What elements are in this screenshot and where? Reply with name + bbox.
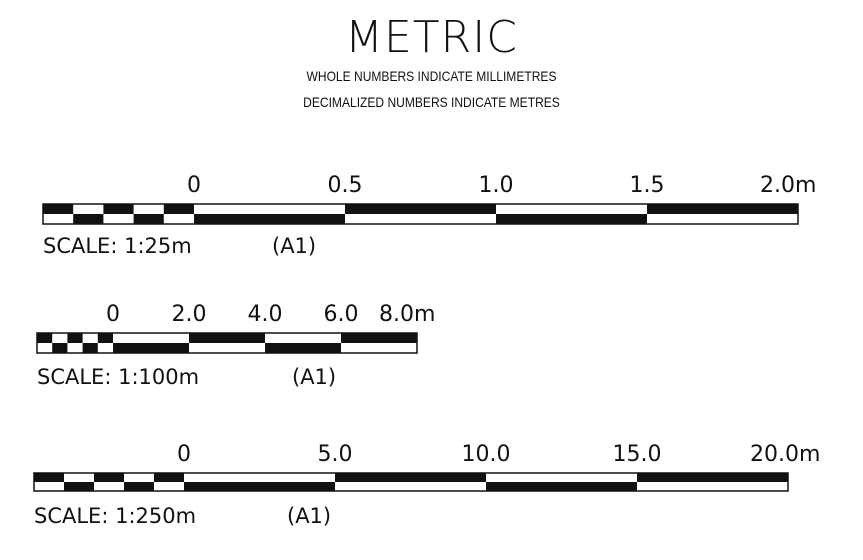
scale-subdivision-block	[64, 482, 94, 491]
title: METRIC	[345, 12, 518, 63]
scale-subdivision-block	[163, 204, 194, 214]
scale-tick-label: 0	[187, 173, 201, 198]
scale-subdivision-block	[43, 204, 74, 214]
subtitle-millimetres: WHOLE NUMBERS INDICATE MILLIMETRES	[306, 68, 557, 84]
scale-subdivision-block	[37, 333, 53, 343]
scale-segment	[113, 343, 189, 353]
scale-segment	[647, 204, 798, 214]
scale-tick-label: 6.0	[324, 302, 359, 327]
scale-subdivision-block	[67, 333, 83, 343]
scale-segment	[265, 343, 341, 353]
scale-tick-label: 0	[106, 302, 120, 327]
scale-tick-label: 2.0m	[760, 173, 816, 198]
scale-subdivision-block	[124, 482, 154, 491]
scale-segment	[637, 473, 788, 482]
scale-segment	[194, 214, 345, 224]
scale-tick-label: 0	[177, 442, 191, 467]
scale-subdivision-block	[103, 204, 134, 214]
scale-subdivision-block	[73, 214, 104, 224]
scale-segment	[335, 473, 486, 482]
scale-tick-label: 2.0	[172, 302, 207, 327]
scale-subdivision-block	[133, 214, 164, 224]
scale-caption: SCALE: 1:250m	[34, 504, 196, 528]
scale-tick-label: 1.0	[479, 173, 514, 198]
scale-paper-size: (A1)	[292, 365, 336, 389]
scale-subdivision-block	[82, 343, 98, 353]
scale-paper-size: (A1)	[272, 234, 316, 258]
scale-segment	[184, 482, 335, 491]
scale-segment	[496, 214, 647, 224]
scale-segment	[189, 333, 265, 343]
subtitle-metres: DECIMALIZED NUMBERS INDICATE METRES	[303, 94, 560, 110]
scale-tick-label: 0.5	[328, 173, 363, 198]
scale-caption: SCALE: 1:25m	[43, 234, 192, 258]
scale-paper-size: (A1)	[287, 504, 331, 528]
scale-subdivision-block	[154, 473, 184, 482]
scale-tick-label: 4.0	[248, 302, 283, 327]
scale-subdivision-block	[97, 333, 113, 343]
scale-tick-label: 10.0	[462, 442, 511, 467]
scale-subdivision-block	[34, 473, 64, 482]
scale-segment	[341, 333, 417, 343]
scale-tick-label: 5.0	[318, 442, 353, 467]
scale-subdivision-block	[52, 343, 68, 353]
scale-segment	[486, 482, 637, 491]
scale-caption: SCALE: 1:100m	[37, 365, 199, 389]
scale-subdivision-block	[94, 473, 124, 482]
scale-tick-label: 8.0m	[379, 302, 435, 327]
scale-segment	[345, 204, 496, 214]
scale-tick-label: 20.0m	[750, 442, 820, 467]
scale-tick-label: 15.0	[613, 442, 662, 467]
scale-tick-label: 1.5	[630, 173, 665, 198]
